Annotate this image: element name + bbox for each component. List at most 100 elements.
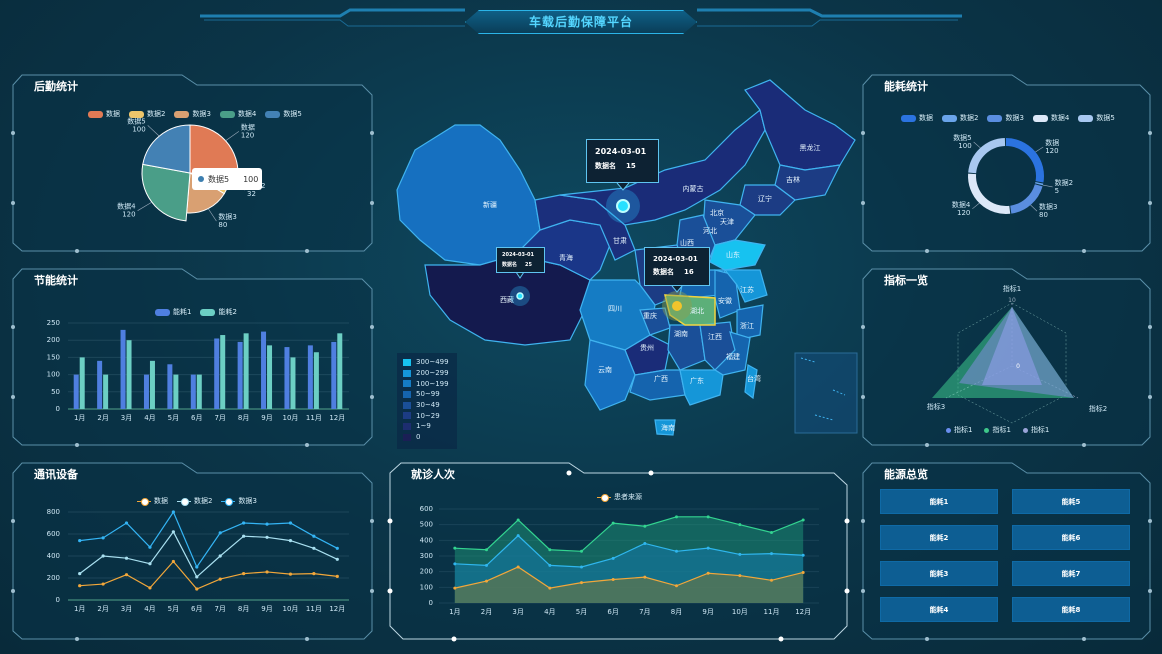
line-point[interactable] xyxy=(335,574,339,578)
area-point[interactable] xyxy=(611,578,615,581)
map-legend-item[interactable]: 100~199 xyxy=(403,378,451,389)
area-point[interactable] xyxy=(643,541,647,545)
area-line[interactable] xyxy=(454,566,804,589)
line-point[interactable] xyxy=(171,559,175,564)
donut-slice[interactable] xyxy=(1005,138,1044,183)
donut-slice[interactable] xyxy=(968,138,1006,174)
area-point[interactable] xyxy=(738,523,742,527)
map-legend-item[interactable]: 1~9 xyxy=(403,421,451,432)
map-legend-item[interactable]: 10~29 xyxy=(403,410,451,421)
area-point[interactable] xyxy=(675,549,678,553)
bar[interactable] xyxy=(190,374,196,409)
bar[interactable] xyxy=(261,331,267,409)
line-point[interactable] xyxy=(195,587,199,591)
line-point[interactable] xyxy=(218,577,222,581)
area-point[interactable] xyxy=(485,579,488,583)
map-legend-item[interactable]: 30~49 xyxy=(403,400,451,411)
bar[interactable] xyxy=(120,329,126,409)
legend-item[interactable]: 患者来源 xyxy=(597,492,642,502)
map-marker[interactable] xyxy=(672,301,682,311)
line-point[interactable] xyxy=(242,572,246,576)
area-point[interactable] xyxy=(548,586,552,590)
line-point[interactable] xyxy=(335,546,339,550)
bar[interactable] xyxy=(331,341,337,409)
bar[interactable] xyxy=(214,338,220,409)
area-line[interactable] xyxy=(454,516,804,552)
map-legend-item[interactable]: 0 xyxy=(403,432,451,443)
pie-slice[interactable] xyxy=(141,163,191,222)
legend-item[interactable]: 数据3 xyxy=(174,109,211,119)
legend-item[interactable]: 能耗2 xyxy=(200,307,237,317)
bar[interactable] xyxy=(307,345,313,409)
line-point[interactable] xyxy=(101,582,105,586)
line-point[interactable] xyxy=(124,521,129,525)
legend-item[interactable]: 数据3 xyxy=(987,113,1024,123)
bar[interactable] xyxy=(267,345,273,409)
area-point[interactable] xyxy=(611,521,615,525)
bar[interactable] xyxy=(126,340,132,409)
line-point[interactable] xyxy=(101,536,105,540)
line-point[interactable] xyxy=(195,565,199,569)
area-point[interactable] xyxy=(801,570,805,574)
area-point[interactable] xyxy=(453,586,457,590)
energy-button-5[interactable]: 能耗5 xyxy=(1012,489,1130,514)
map-region-neimenggu[interactable] xyxy=(559,108,766,226)
legend-item[interactable]: 数据4 xyxy=(219,109,256,119)
bar[interactable] xyxy=(73,374,79,409)
bar[interactable] xyxy=(196,374,202,409)
bar[interactable] xyxy=(290,357,296,409)
area-point[interactable] xyxy=(516,565,520,569)
map-region-shandong[interactable] xyxy=(709,239,766,271)
donut-slice[interactable] xyxy=(1009,184,1043,214)
legend-item[interactable]: 指标1 xyxy=(984,425,1011,435)
bar[interactable] xyxy=(313,352,319,409)
map-marker[interactable] xyxy=(516,292,524,300)
line-point[interactable] xyxy=(148,545,152,549)
bar[interactable] xyxy=(97,360,103,409)
bar[interactable] xyxy=(149,360,155,409)
bar[interactable] xyxy=(220,335,226,409)
bar[interactable] xyxy=(79,357,85,409)
map-region-xinjiang[interactable] xyxy=(396,124,541,266)
legend-item[interactable]: 数据 xyxy=(137,496,168,506)
area-point[interactable] xyxy=(453,546,457,550)
area-point[interactable] xyxy=(516,518,520,522)
pie-slice[interactable] xyxy=(142,124,191,174)
area-point[interactable] xyxy=(580,549,583,553)
map-region-guangdong[interactable] xyxy=(679,369,724,406)
line-point[interactable] xyxy=(288,521,293,525)
line-point[interactable] xyxy=(148,562,152,566)
legend-item[interactable]: 数据2 xyxy=(129,109,165,119)
legend-item[interactable]: 数据2 xyxy=(177,496,212,506)
area-point[interactable] xyxy=(706,571,710,575)
line-point[interactable] xyxy=(195,575,199,579)
energy-button-8[interactable]: 能耗8 xyxy=(1012,597,1130,622)
line-point[interactable] xyxy=(124,556,129,560)
energy-button-7[interactable]: 能耗7 xyxy=(1012,561,1130,586)
line-point[interactable] xyxy=(78,572,82,576)
area-line[interactable] xyxy=(454,534,804,568)
map-legend-item[interactable]: 50~99 xyxy=(403,389,451,400)
bar[interactable] xyxy=(143,374,149,409)
area-point[interactable] xyxy=(706,515,710,519)
donut-slice[interactable] xyxy=(968,173,1011,214)
map-region-taiwan[interactable] xyxy=(744,364,758,400)
line-point[interactable] xyxy=(312,572,316,576)
line-series[interactable] xyxy=(79,560,338,590)
energy-button-1[interactable]: 能耗1 xyxy=(880,489,998,514)
area-point[interactable] xyxy=(580,565,583,569)
bar[interactable] xyxy=(103,374,109,409)
line-point[interactable] xyxy=(242,534,246,538)
line-point[interactable] xyxy=(218,554,222,558)
area-point[interactable] xyxy=(801,553,805,557)
line-point[interactable] xyxy=(242,521,246,525)
legend-item[interactable]: 指标1 xyxy=(1022,425,1049,435)
bar[interactable] xyxy=(284,347,290,409)
area-point[interactable] xyxy=(643,575,647,579)
line-point[interactable] xyxy=(265,522,269,526)
line-point[interactable] xyxy=(335,557,339,561)
legend-item[interactable]: 数据3 xyxy=(221,496,257,506)
area-point[interactable] xyxy=(801,518,805,522)
area-point[interactable] xyxy=(580,581,583,585)
area-point[interactable] xyxy=(453,562,457,566)
